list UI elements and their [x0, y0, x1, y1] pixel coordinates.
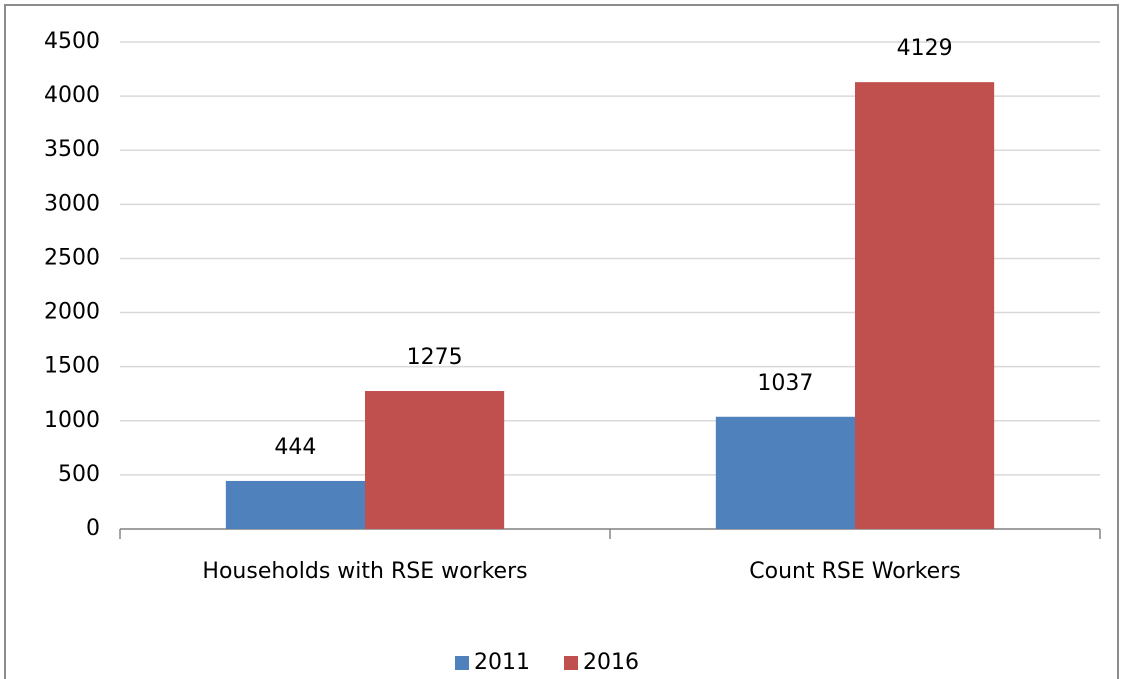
value-label: 444	[274, 435, 316, 460]
bar	[225, 480, 365, 529]
y-tick-label: 2000	[44, 300, 100, 325]
y-tick-label: 4000	[44, 83, 100, 108]
y-tick-label: 3500	[44, 137, 100, 162]
y-tick-label: 4500	[44, 29, 100, 54]
chart-frame	[4, 4, 1119, 679]
value-label: 1037	[757, 371, 813, 396]
bar	[365, 391, 505, 529]
y-tick-label: 0	[86, 516, 100, 541]
x-tick-label: Households with RSE workers	[202, 559, 527, 584]
legend-label: 2016	[583, 650, 639, 675]
y-tick-label: 2500	[44, 245, 100, 270]
legend-swatch	[455, 656, 469, 670]
x-tick-label: Count RSE Workers	[749, 559, 960, 584]
bar	[715, 416, 855, 529]
value-label: 1275	[407, 345, 463, 370]
value-label: 4129	[897, 36, 953, 61]
y-tick-label: 3000	[44, 191, 100, 216]
y-tick-label: 500	[58, 462, 100, 487]
legend-swatch	[564, 656, 578, 670]
y-tick-label: 1500	[44, 354, 100, 379]
bar	[855, 82, 995, 529]
legend-label: 2011	[474, 650, 530, 675]
y-tick-label: 1000	[44, 408, 100, 433]
